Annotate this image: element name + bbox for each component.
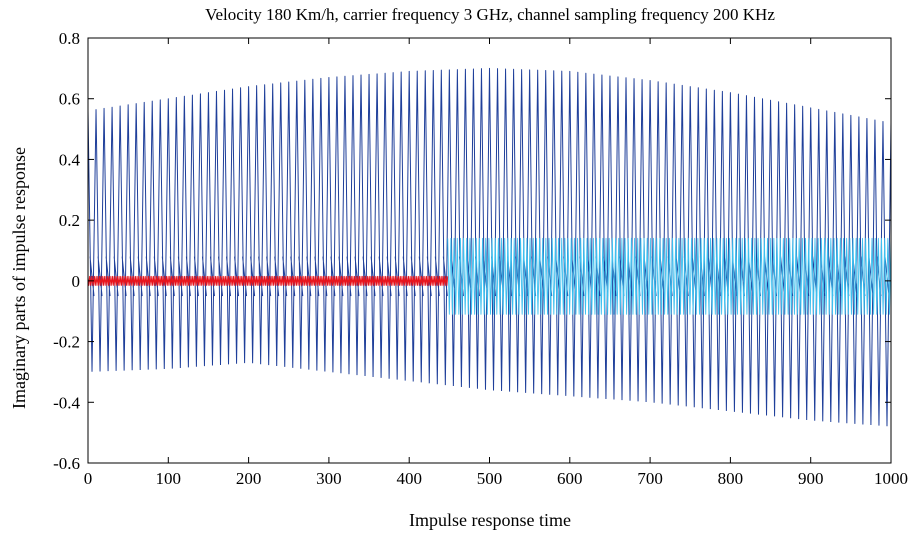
y-tick-label: -0.4 <box>53 393 80 412</box>
plot-area <box>87 67 892 427</box>
y-axis-title: Imaginary parts of impulse response <box>9 147 29 409</box>
x-tick-label: 1000 <box>874 469 908 488</box>
y-tick-label: 0.4 <box>59 150 81 169</box>
y-tick-label: 0 <box>72 272 81 291</box>
x-tick-label: 300 <box>316 469 342 488</box>
chart-title: Velocity 180 Km/h, carrier frequency 3 G… <box>205 5 775 24</box>
y-tick-label: 0.2 <box>59 211 80 230</box>
x-tick-label: 500 <box>477 469 503 488</box>
x-axis-title: Impulse response time <box>409 510 571 530</box>
y-tick-label: -0.2 <box>53 333 80 352</box>
y-tick-label: -0.6 <box>53 454 80 473</box>
x-tick-label: 900 <box>798 469 824 488</box>
plot-frame <box>87 37 892 464</box>
x-tick-label: 100 <box>156 469 182 488</box>
y-tick-label: 0.8 <box>59 29 80 48</box>
x-axis: 0 100 200 300 400 500 600 700 800 900 1000 <box>84 38 908 488</box>
y-axis: -0.6 -0.4 -0.2 0 0.2 0.4 0.6 0.8 <box>53 29 891 473</box>
x-tick-label: 400 <box>396 469 422 488</box>
series-line-2 <box>447 237 892 315</box>
x-tick-label: 800 <box>718 469 744 488</box>
x-tick-label: 600 <box>557 469 583 488</box>
y-tick-label: 0.6 <box>59 90 80 109</box>
x-tick-label: 200 <box>236 469 262 488</box>
x-tick-label: 0 <box>84 469 93 488</box>
series-line-3 <box>87 275 449 286</box>
x-tick-label: 700 <box>637 469 663 488</box>
